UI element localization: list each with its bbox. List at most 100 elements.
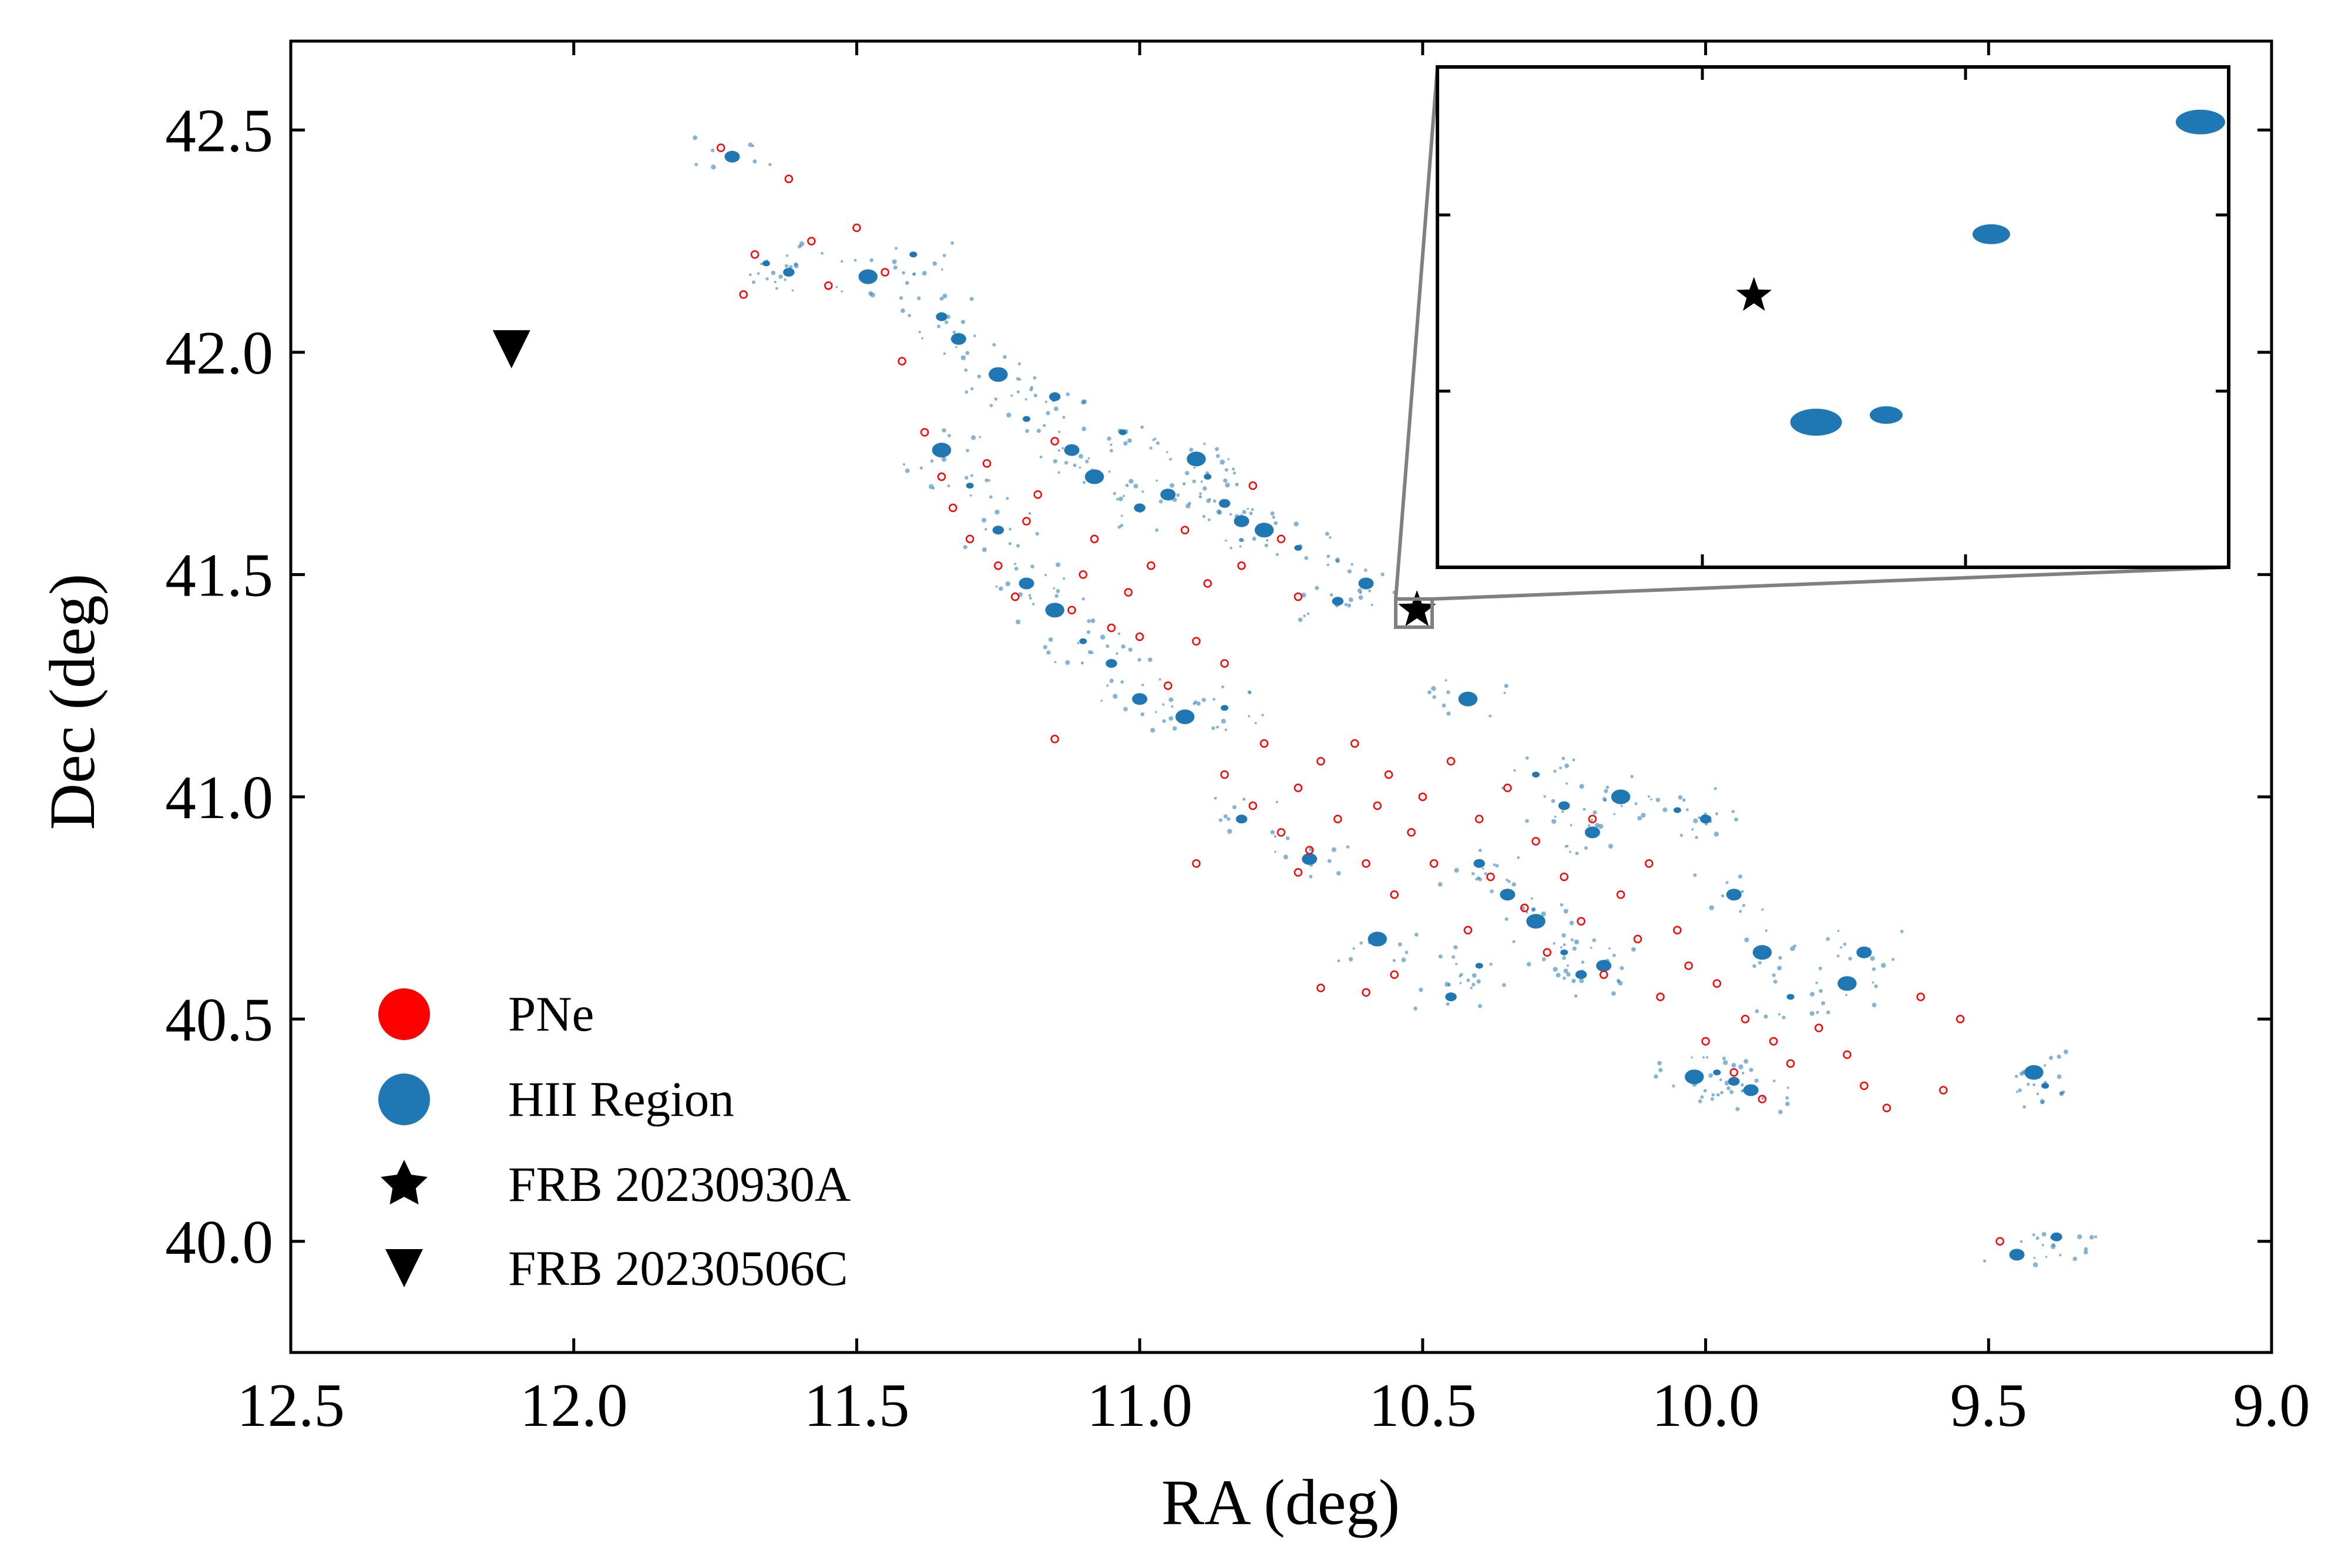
hii-speck bbox=[1444, 679, 1447, 682]
hii-speck bbox=[1554, 815, 1557, 818]
hii-speck bbox=[999, 586, 1003, 591]
hii-speck bbox=[1270, 511, 1275, 516]
hii-speck bbox=[1459, 982, 1462, 984]
hii-speck bbox=[1079, 466, 1081, 469]
hii-speck bbox=[987, 479, 991, 482]
hii-speck bbox=[1100, 699, 1103, 702]
inset-panel bbox=[1436, 65, 2230, 569]
pne-point bbox=[824, 281, 833, 290]
hii-point bbox=[1584, 826, 1600, 839]
hii-point bbox=[1752, 945, 1772, 960]
hii-speck bbox=[1453, 945, 1458, 950]
x-tick-label: 10.5 bbox=[1369, 1371, 1477, 1439]
hii-speck bbox=[2048, 1055, 2054, 1060]
hii-speck bbox=[1563, 968, 1568, 974]
hii-speck bbox=[1401, 957, 1406, 963]
hii-speck bbox=[970, 474, 973, 477]
hii-speck bbox=[1225, 482, 1230, 488]
hii-speck bbox=[1698, 1099, 1702, 1103]
hii-speck bbox=[757, 272, 760, 275]
hii-speck bbox=[1116, 497, 1119, 501]
hii-speck bbox=[1579, 783, 1584, 789]
hii-speck bbox=[2032, 1262, 2038, 1268]
hii-speck bbox=[1061, 447, 1064, 450]
hii-speck bbox=[1275, 800, 1279, 803]
hii-speck bbox=[1810, 991, 1815, 997]
hii-speck bbox=[1283, 854, 1288, 860]
pne-point bbox=[1259, 739, 1269, 748]
hii-speck bbox=[1845, 994, 1847, 997]
hii-point bbox=[858, 269, 878, 284]
hii-speck bbox=[1216, 725, 1219, 729]
inset-connector-left bbox=[1394, 66, 1439, 600]
hii-speck bbox=[941, 456, 947, 462]
hii-speck bbox=[2014, 1074, 2018, 1078]
hii-speck bbox=[1169, 457, 1172, 461]
hii-speck bbox=[1870, 955, 1875, 961]
hii-speck bbox=[1028, 512, 1032, 515]
hii-speck bbox=[1512, 940, 1516, 943]
hii-speck bbox=[1631, 947, 1636, 952]
hii-speck bbox=[1526, 962, 1531, 967]
hii-point bbox=[1332, 597, 1344, 606]
pne-point bbox=[982, 459, 992, 468]
hii-speck bbox=[1215, 447, 1219, 452]
hii-speck bbox=[1553, 967, 1558, 972]
hii-speck bbox=[2015, 1091, 2018, 1093]
hii-speck bbox=[1598, 823, 1604, 829]
hii-speck bbox=[2043, 1064, 2047, 1067]
hii-speck bbox=[1221, 718, 1226, 724]
hii-speck bbox=[771, 271, 776, 275]
hii-speck bbox=[1447, 982, 1452, 987]
hii-speck bbox=[1574, 939, 1580, 945]
hii-speck bbox=[1087, 457, 1090, 460]
hii-speck bbox=[1270, 830, 1275, 835]
hii-speck bbox=[2059, 1254, 2062, 1257]
hii-speck bbox=[1605, 785, 1610, 789]
hii-speck bbox=[1232, 472, 1237, 475]
hii-speck bbox=[1066, 392, 1070, 396]
hii-point bbox=[724, 150, 740, 163]
hii-speck bbox=[1117, 632, 1121, 635]
hii-speck bbox=[1218, 818, 1222, 822]
hii-speck bbox=[1168, 716, 1174, 721]
pne-point bbox=[1384, 770, 1393, 779]
hii-speck bbox=[1087, 619, 1091, 623]
hii-speck bbox=[1346, 845, 1350, 849]
hii-speck bbox=[2040, 1099, 2045, 1104]
hii-speck bbox=[1216, 454, 1220, 458]
pne-point bbox=[1203, 579, 1212, 588]
hii-point bbox=[1134, 503, 1145, 513]
hii-speck bbox=[936, 324, 941, 328]
hii-speck bbox=[1484, 872, 1487, 876]
hii-speck bbox=[1714, 787, 1717, 790]
hii-speck bbox=[1006, 497, 1009, 500]
hii-speck bbox=[1326, 554, 1331, 558]
pne-point bbox=[1644, 859, 1654, 868]
hii-speck bbox=[1303, 614, 1306, 618]
pne-point bbox=[1033, 490, 1042, 499]
hii-speck bbox=[1716, 1093, 1720, 1097]
hii-speck bbox=[2045, 1256, 2048, 1259]
hii-speck bbox=[1782, 1015, 1786, 1019]
hii-speck bbox=[1193, 466, 1196, 469]
hii-speck bbox=[1608, 843, 1614, 849]
hii-speck bbox=[2041, 1231, 2047, 1237]
hii-speck bbox=[2057, 1074, 2062, 1079]
hii-speck bbox=[1325, 531, 1329, 536]
hii-speck bbox=[1235, 482, 1239, 487]
hii-speck bbox=[821, 251, 824, 255]
hii-speck bbox=[1561, 756, 1565, 761]
hii-speck bbox=[1165, 451, 1168, 453]
hii-speck bbox=[1826, 1010, 1830, 1015]
hii-speck bbox=[1024, 398, 1027, 401]
pne-point bbox=[1616, 890, 1625, 899]
hii-speck bbox=[1202, 486, 1207, 491]
hii-speck bbox=[1247, 507, 1249, 510]
y-tick-label: 41.0 bbox=[165, 763, 273, 832]
hii-speck bbox=[1053, 587, 1056, 590]
pne-point bbox=[807, 237, 816, 245]
hii-speck bbox=[1028, 594, 1032, 597]
hii-speck bbox=[1032, 603, 1035, 605]
plot-frame bbox=[289, 39, 2273, 1354]
